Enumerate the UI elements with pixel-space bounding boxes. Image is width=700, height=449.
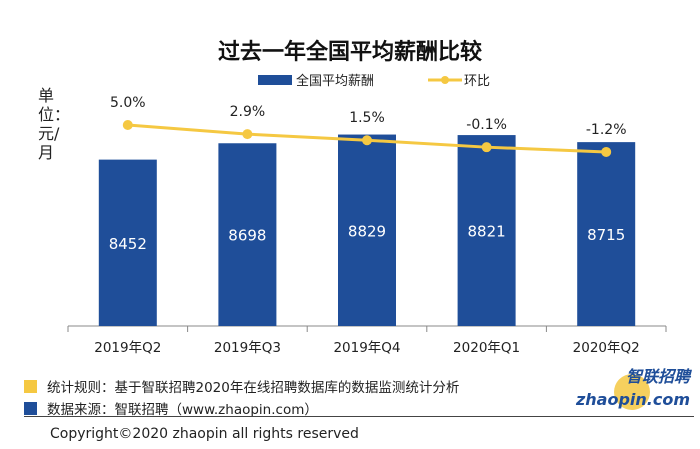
legend-bar-swatch: [258, 74, 292, 85]
line-value-label: 2.9%: [230, 104, 266, 120]
copyright: Copyright©2020 zhaopin all rights reserv…: [50, 426, 359, 442]
bar-value-label: 8698: [228, 227, 266, 245]
bar-value-label: 8452: [109, 235, 147, 253]
legend-bar-label: 全国平均薪酬: [296, 74, 375, 89]
rule-text: 统计规则：基于智联招聘2020年在线招聘数据库的数据监测统计分析: [47, 380, 460, 396]
bar-value-label: 8821: [468, 223, 506, 241]
x-tick-label: 2019年Q4: [333, 340, 400, 356]
bar: [98, 159, 157, 326]
zhaopin-logo: 智联招聘 zhaopin.com: [560, 368, 694, 414]
legend-bar: 全国平均薪酬: [258, 70, 374, 89]
x-tick-label: 2020年Q1: [453, 340, 520, 356]
bar-value-label: 8829: [348, 222, 386, 240]
line-point: [362, 135, 372, 146]
line-point: [122, 120, 133, 130]
source-swatch: [24, 401, 37, 415]
source-text: 数据来源：智联招聘（www.zhaopin.com）: [47, 402, 318, 418]
rule-swatch: [24, 379, 37, 393]
bar: [457, 135, 516, 326]
bar: [338, 134, 396, 326]
bar: [218, 143, 277, 326]
bar: [577, 142, 636, 326]
logo-circle: [614, 374, 650, 410]
line-point: [601, 146, 612, 157]
line-value-label: 1.5%: [349, 110, 385, 126]
plot-area: 8452 2019年Q2 8698 2019年Q3 8829 2019年Q4 8821 202…: [67, 95, 667, 356]
chart-title: 过去一年全国平均薪酬比较: [217, 40, 482, 65]
legend-line-label: 环比: [464, 74, 491, 89]
logo-cn: 智联招聘: [625, 367, 690, 386]
legend-line-swatch: [428, 75, 462, 84]
logo-en: zhaopin.com: [575, 390, 690, 409]
line-point: [242, 129, 253, 140]
legend-line: 环比: [428, 70, 490, 89]
divider: [24, 416, 694, 417]
line-value-label: -0.1%: [466, 117, 507, 133]
footer-rule: 统计规则：基于智联招聘2020年在线招聘数据库的数据监测统计分析: [24, 376, 459, 396]
x-tick-label: 2019年Q2: [94, 340, 161, 356]
x-tick-label: 2019年Q3: [214, 340, 281, 356]
footer-source: 数据来源：智联招聘（www.zhaopin.com）: [24, 398, 318, 418]
bar-value-label: 8715: [587, 226, 625, 244]
x-tick-label: 2020年Q2: [573, 340, 640, 356]
line-point: [481, 142, 492, 153]
line-value-label: 5.0%: [110, 95, 146, 111]
line-value-label: -1.2%: [586, 122, 627, 138]
